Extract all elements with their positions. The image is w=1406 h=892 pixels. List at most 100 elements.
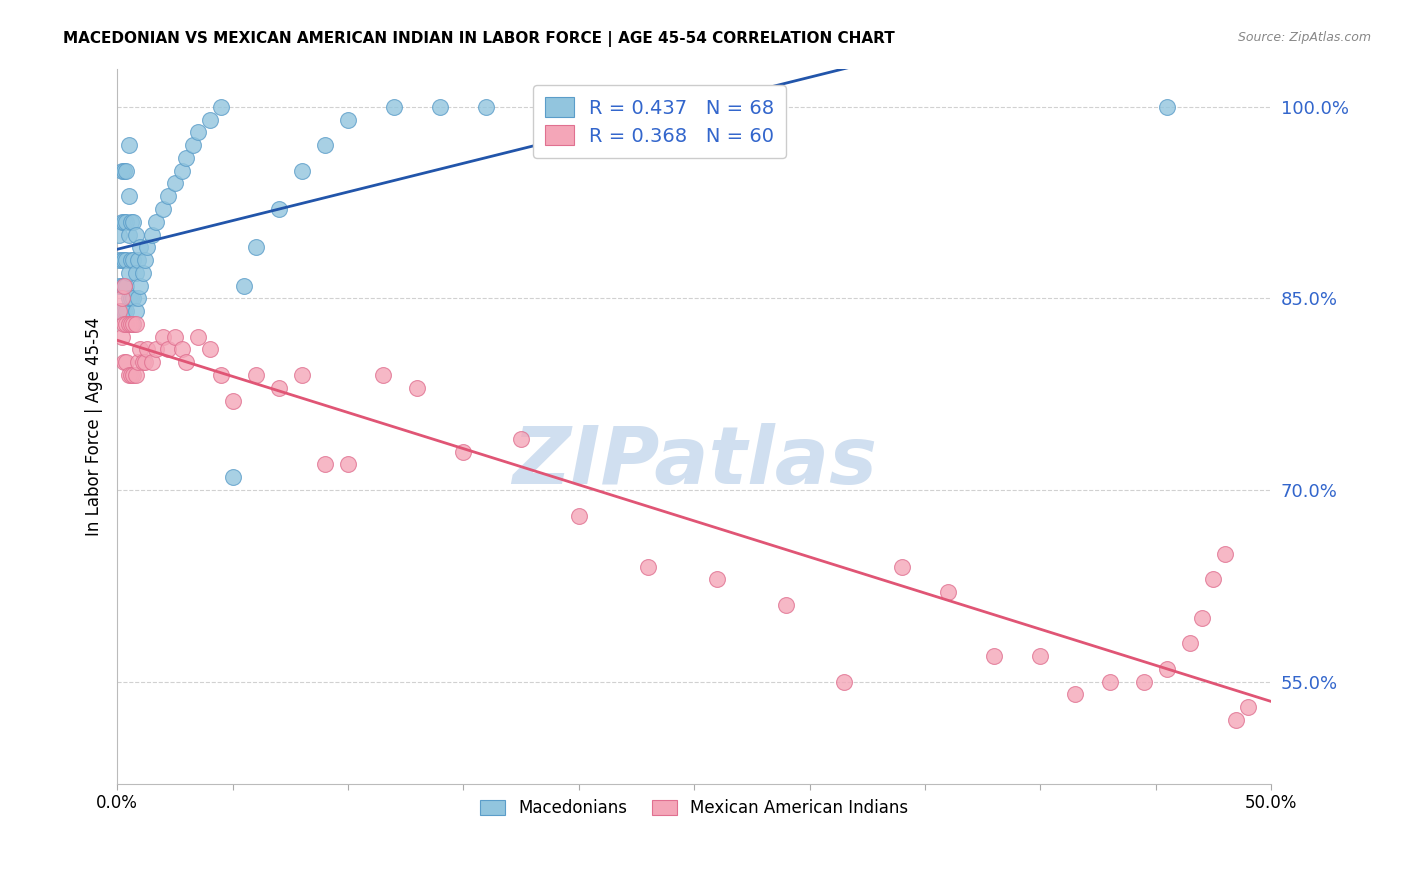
Point bbox=[187, 329, 209, 343]
Legend: Macedonians, Mexican American Indians: Macedonians, Mexican American Indians bbox=[471, 791, 917, 825]
Point bbox=[1133, 674, 1156, 689]
Point bbox=[209, 368, 232, 382]
Point bbox=[108, 278, 131, 293]
Point bbox=[1064, 687, 1087, 701]
Point bbox=[568, 508, 591, 523]
Point bbox=[112, 304, 135, 318]
Point bbox=[120, 317, 142, 331]
Point bbox=[145, 343, 167, 357]
Point bbox=[127, 253, 149, 268]
Point bbox=[122, 368, 145, 382]
Point bbox=[198, 112, 221, 127]
Point bbox=[129, 343, 152, 357]
Point bbox=[637, 559, 659, 574]
Point bbox=[115, 215, 138, 229]
Point bbox=[118, 368, 141, 382]
Text: ZIPatlas: ZIPatlas bbox=[512, 423, 877, 501]
Point bbox=[131, 266, 153, 280]
Point bbox=[120, 292, 142, 306]
Point bbox=[108, 253, 131, 268]
Point bbox=[406, 381, 429, 395]
Point bbox=[115, 253, 138, 268]
Point bbox=[111, 253, 134, 268]
Point bbox=[129, 278, 152, 293]
Point bbox=[134, 355, 156, 369]
Point bbox=[832, 674, 855, 689]
Point bbox=[115, 163, 138, 178]
Point bbox=[122, 253, 145, 268]
Point bbox=[1180, 636, 1202, 650]
Point bbox=[183, 138, 205, 153]
Point bbox=[108, 227, 131, 242]
Point bbox=[127, 355, 149, 369]
Point bbox=[163, 329, 186, 343]
Point bbox=[176, 151, 198, 165]
Point bbox=[115, 304, 138, 318]
Point bbox=[122, 215, 145, 229]
Point bbox=[115, 278, 138, 293]
Point bbox=[122, 317, 145, 331]
Point bbox=[983, 648, 1005, 663]
Text: Source: ZipAtlas.com: Source: ZipAtlas.com bbox=[1237, 31, 1371, 45]
Point bbox=[163, 177, 186, 191]
Point bbox=[111, 304, 134, 318]
Point bbox=[336, 458, 359, 472]
Point bbox=[382, 100, 405, 114]
Point bbox=[136, 343, 159, 357]
Point bbox=[544, 100, 567, 114]
Point bbox=[115, 317, 138, 331]
Point bbox=[209, 100, 232, 114]
Point bbox=[129, 240, 152, 254]
Point bbox=[1225, 713, 1247, 727]
Point bbox=[170, 163, 193, 178]
Point bbox=[475, 100, 498, 114]
Point bbox=[1191, 610, 1213, 624]
Point bbox=[111, 278, 134, 293]
Point bbox=[1202, 573, 1225, 587]
Point bbox=[112, 215, 135, 229]
Point bbox=[314, 138, 336, 153]
Point bbox=[170, 343, 193, 357]
Point bbox=[112, 278, 135, 293]
Point bbox=[127, 292, 149, 306]
Point bbox=[221, 470, 243, 484]
Point bbox=[120, 368, 142, 382]
Y-axis label: In Labor Force | Age 45-54: In Labor Force | Age 45-54 bbox=[86, 317, 103, 535]
Point bbox=[291, 368, 314, 382]
Point bbox=[118, 189, 141, 203]
Point bbox=[122, 317, 145, 331]
Point bbox=[136, 240, 159, 254]
Point bbox=[108, 304, 131, 318]
Point bbox=[291, 163, 314, 178]
Point bbox=[112, 355, 135, 369]
Point bbox=[267, 202, 290, 216]
Point bbox=[115, 355, 138, 369]
Point bbox=[429, 100, 451, 114]
Point bbox=[124, 304, 146, 318]
Point bbox=[936, 585, 959, 599]
Point bbox=[152, 329, 174, 343]
Point bbox=[118, 138, 141, 153]
Point bbox=[118, 317, 141, 331]
Point bbox=[775, 598, 797, 612]
Point bbox=[124, 368, 146, 382]
Point bbox=[131, 355, 153, 369]
Point bbox=[637, 100, 659, 114]
Point bbox=[233, 278, 256, 293]
Point bbox=[156, 189, 179, 203]
Point bbox=[118, 292, 141, 306]
Point bbox=[267, 381, 290, 395]
Point bbox=[1098, 674, 1121, 689]
Point bbox=[1156, 662, 1178, 676]
Point bbox=[336, 112, 359, 127]
Point bbox=[111, 329, 134, 343]
Point bbox=[156, 343, 179, 357]
Point bbox=[111, 163, 134, 178]
Point bbox=[1156, 100, 1178, 114]
Point bbox=[198, 343, 221, 357]
Point bbox=[124, 266, 146, 280]
Point bbox=[118, 227, 141, 242]
Point bbox=[112, 253, 135, 268]
Point bbox=[1213, 547, 1236, 561]
Point bbox=[141, 227, 163, 242]
